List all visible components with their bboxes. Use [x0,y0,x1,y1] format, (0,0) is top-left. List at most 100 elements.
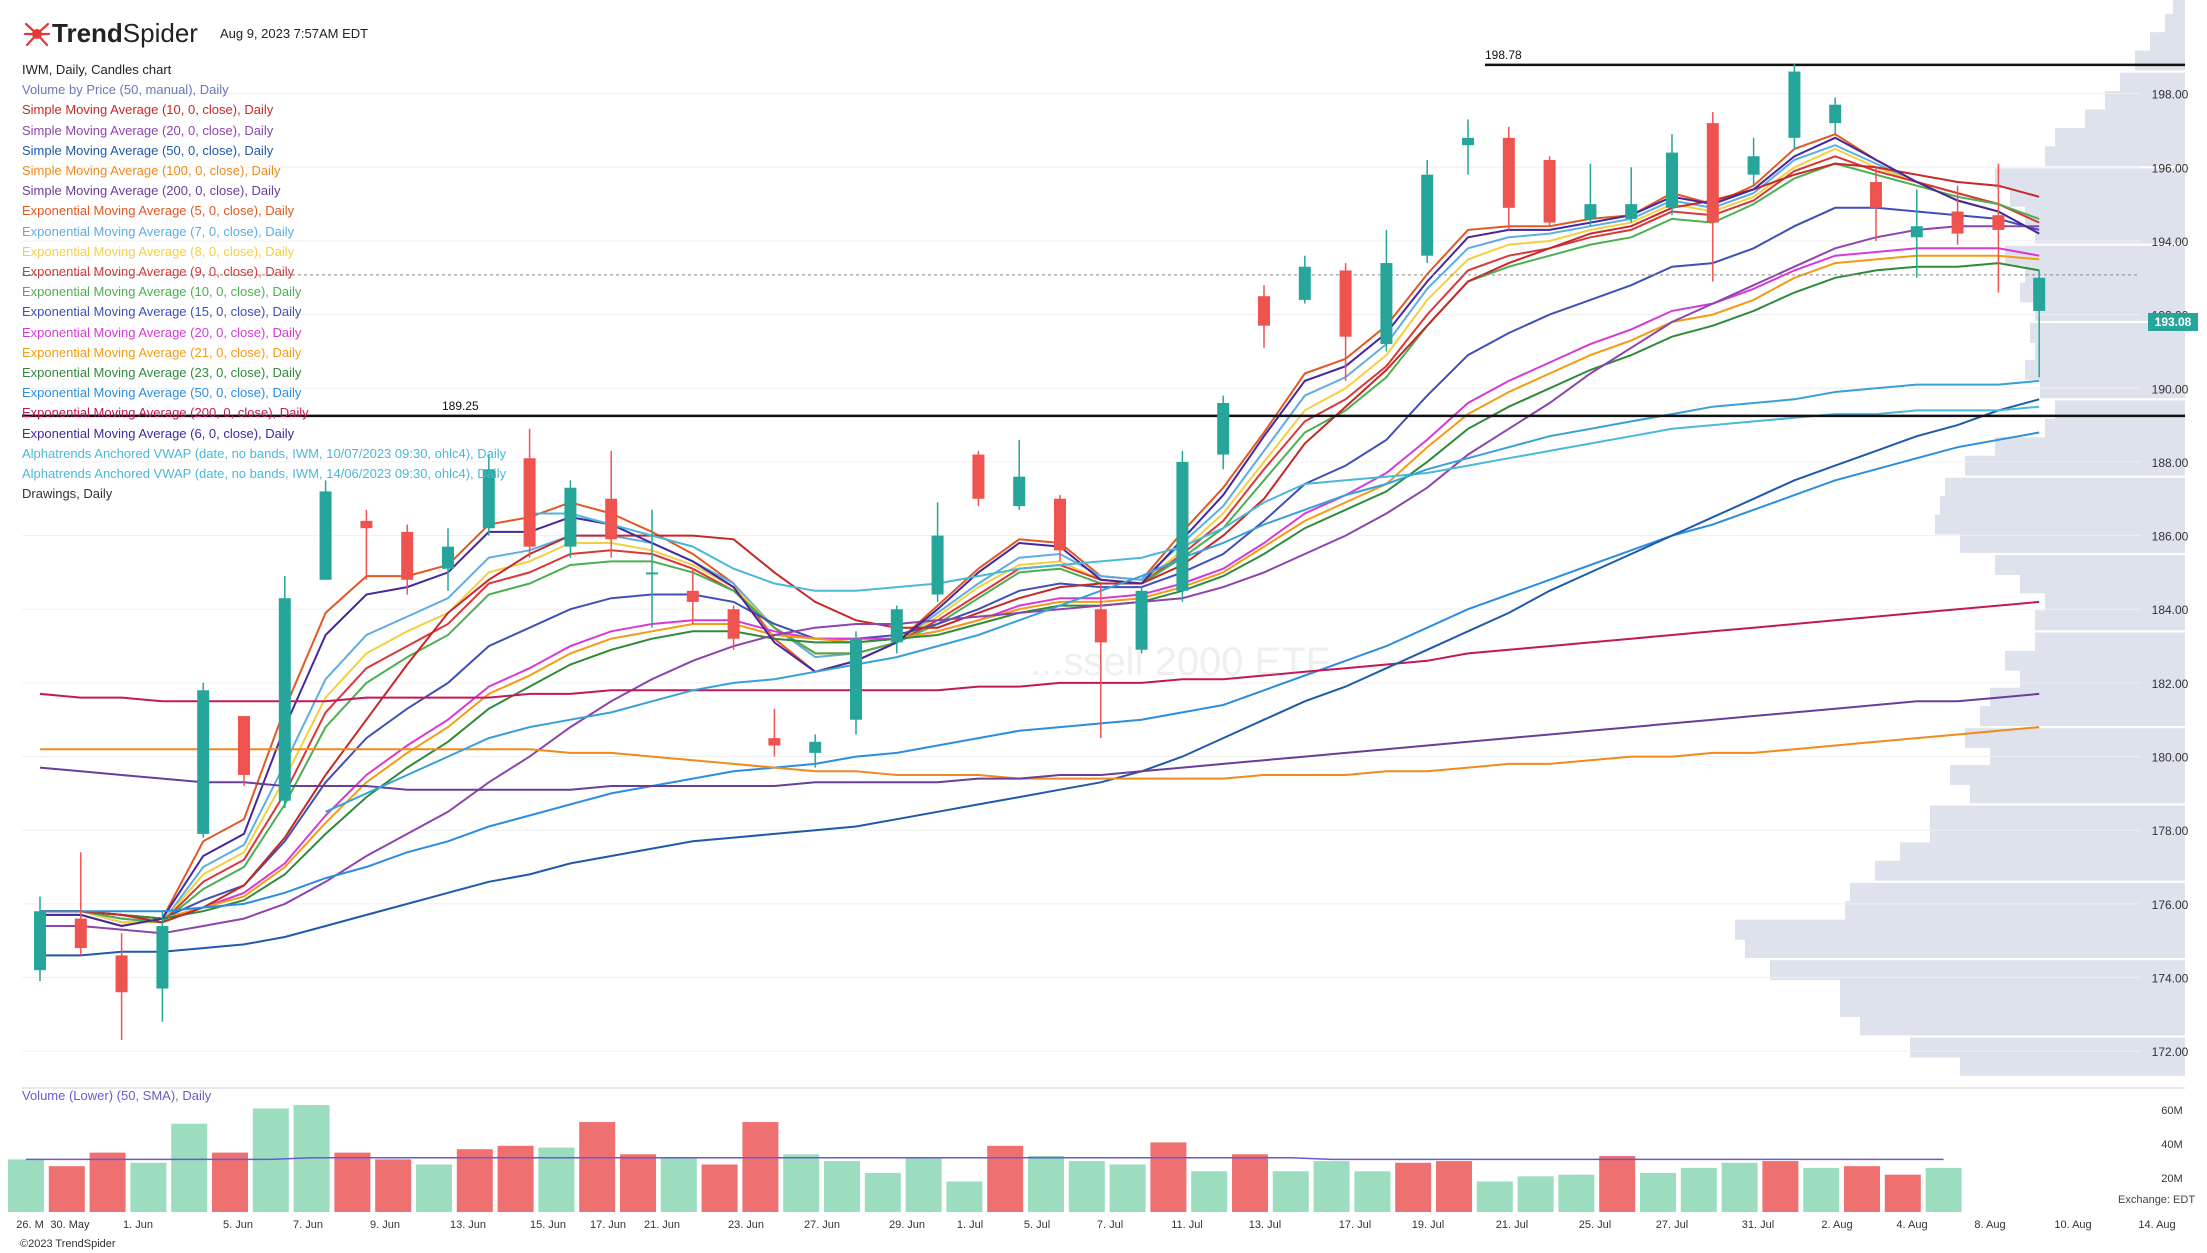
date-axis-label: 21. Jun [644,1219,680,1231]
legend-entry[interactable]: Exponential Moving Average (20, 0, close… [22,324,302,340]
candle-body [1176,461,1189,591]
volume-by-price-bar [2105,91,2185,111]
candle-body [1054,498,1066,551]
legend-entry[interactable]: Simple Moving Average (200, 0, close), D… [22,183,281,199]
candle-body [1584,204,1597,219]
candle-body [1502,137,1515,208]
candle-body [278,598,291,801]
candle-body [156,925,169,989]
volume-bar [1558,1174,1595,1212]
moving-average-line [40,225,2040,935]
volume-bar [1109,1164,1146,1212]
volume-by-price-bar [1845,901,2185,922]
moving-average-line [40,162,2040,924]
candle-body [1258,296,1270,326]
volume-bar [1803,1167,1840,1212]
candle-body [1094,609,1107,643]
volume-bar [1476,1181,1513,1212]
volume-bar [1844,1166,1880,1212]
candle-body [1747,156,1760,175]
volume-by-price-bar [2055,400,2185,421]
price-axis-label: 176.00 [2152,898,2189,912]
spider-logo-icon [23,22,51,46]
legend-entry[interactable]: Volume by Price (50, manual), Daily [22,82,229,98]
date-axis-label: 1. Jun [123,1219,153,1231]
legend-entry[interactable]: Alphatrends Anchored VWAP (date, no band… [22,445,507,461]
legend-entry[interactable]: Exponential Moving Average (50, 0, close… [22,385,302,401]
legend-entry[interactable]: Simple Moving Average (50, 0, close), Da… [22,142,274,158]
candle-body [564,487,577,547]
candle-body [197,690,210,834]
volume-axis-label: 40M [2161,1139,2182,1151]
volume-by-price-bar [2045,418,2185,439]
volume-by-price-bar [1935,514,2185,535]
legend-entry[interactable]: Exponential Moving Average (21, 0, close… [22,344,302,360]
moving-average-line [39,600,2040,703]
legend-entry[interactable]: Exponential Moving Average (8, 0, close)… [22,243,295,259]
legend-entry[interactable]: Exponential Moving Average (23, 0, close… [22,365,302,381]
volume-bar [1395,1162,1432,1212]
legend-entry[interactable]: Simple Moving Average (100, 0, close), D… [22,163,281,179]
volume-by-price-bar [2150,32,2185,53]
exchange-label: Exchange: EDT [2118,1194,2196,1206]
candle-body [1910,226,1923,238]
volume-by-price-bar [2045,591,2185,612]
candle-body [523,458,536,547]
volume-by-price-bar [1995,437,2185,458]
volume-by-price-bar [1910,1037,2185,1058]
legend-entry[interactable]: Drawings, Daily [22,486,113,502]
legend-entry[interactable]: Exponential Moving Average (5, 0, close)… [22,203,295,219]
volume-bar [171,1123,208,1212]
current-price-tag: 193.08 [2148,313,2198,331]
volume-by-price-bar [1875,860,2185,881]
volume-by-price-bar [1970,783,2185,804]
legend-entry[interactable]: Exponential Moving Average (7, 0, close)… [22,223,295,239]
volume-by-price-bar [2025,205,2185,226]
volume-by-price-bar [1735,919,2185,940]
price-axis-label: 188.00 [2152,456,2189,470]
volume-pane-label: Volume (Lower) (50, SMA), Daily [22,1088,212,1103]
timestamp: Aug 9, 2023 7:57AM EDT [219,26,369,41]
moving-average-line [40,147,2040,924]
volume-axis-label: 60M [2161,1105,2182,1117]
price-axis-label: 194.00 [2152,235,2189,249]
legend-entry[interactable]: Exponential Moving Average (200, 0, clos… [22,405,309,421]
volume-bar [1925,1167,1962,1212]
candle-body [1135,590,1148,650]
legend-entry[interactable]: Simple Moving Average (10, 0, close), Da… [22,102,274,118]
volume-axis-label: 20M [2161,1173,2182,1185]
legend-entry[interactable]: Exponential Moving Average (10, 0, close… [22,284,302,300]
price-axis-label: 172.00 [2152,1045,2189,1059]
legend-entry[interactable]: Exponential Moving Average (15, 0, close… [22,304,302,320]
candle-body [1829,104,1842,124]
price-axis-label: 196.00 [2152,161,2189,175]
volume-by-price-bar [1995,555,2185,575]
volume-bar [416,1164,452,1212]
date-axis-label: 11. Jul [1171,1219,1203,1231]
candle-body [890,609,903,643]
volume-by-price-bar [1840,978,2185,999]
volume-bar [1517,1176,1554,1212]
volume-by-price-bar [2020,669,2185,690]
volume-by-price-bar [2005,245,2185,266]
candle-body [442,546,454,569]
volume-by-price-bar [1840,997,2185,1017]
volume-by-price-bar [2030,323,2185,343]
legend-entry[interactable]: Alphatrends Anchored VWAP (date, no band… [22,466,507,482]
legend-entry[interactable]: Simple Moving Average (20, 0, close), Da… [22,122,274,138]
volume-by-price-bar [2035,632,2185,653]
candle-body [34,911,46,971]
volume-by-price-bar [2025,264,2185,285]
legend-entry[interactable]: Exponential Moving Average (9, 0, close)… [22,264,295,280]
legend-entry[interactable]: Exponential Moving Average (6, 0, close)… [22,425,295,441]
date-axis-label: 13. Jul [1249,1219,1281,1231]
volume-bar [130,1162,167,1212]
volume-by-price-bar [1950,765,2185,785]
date-axis-label: 27. Jun [804,1219,840,1231]
candle-body [972,454,985,499]
volume-bar [946,1181,983,1212]
date-axis-label: 2. Aug [1821,1219,1852,1231]
volume-bar [1028,1156,1064,1212]
volume-by-price-bar [2020,282,2185,303]
